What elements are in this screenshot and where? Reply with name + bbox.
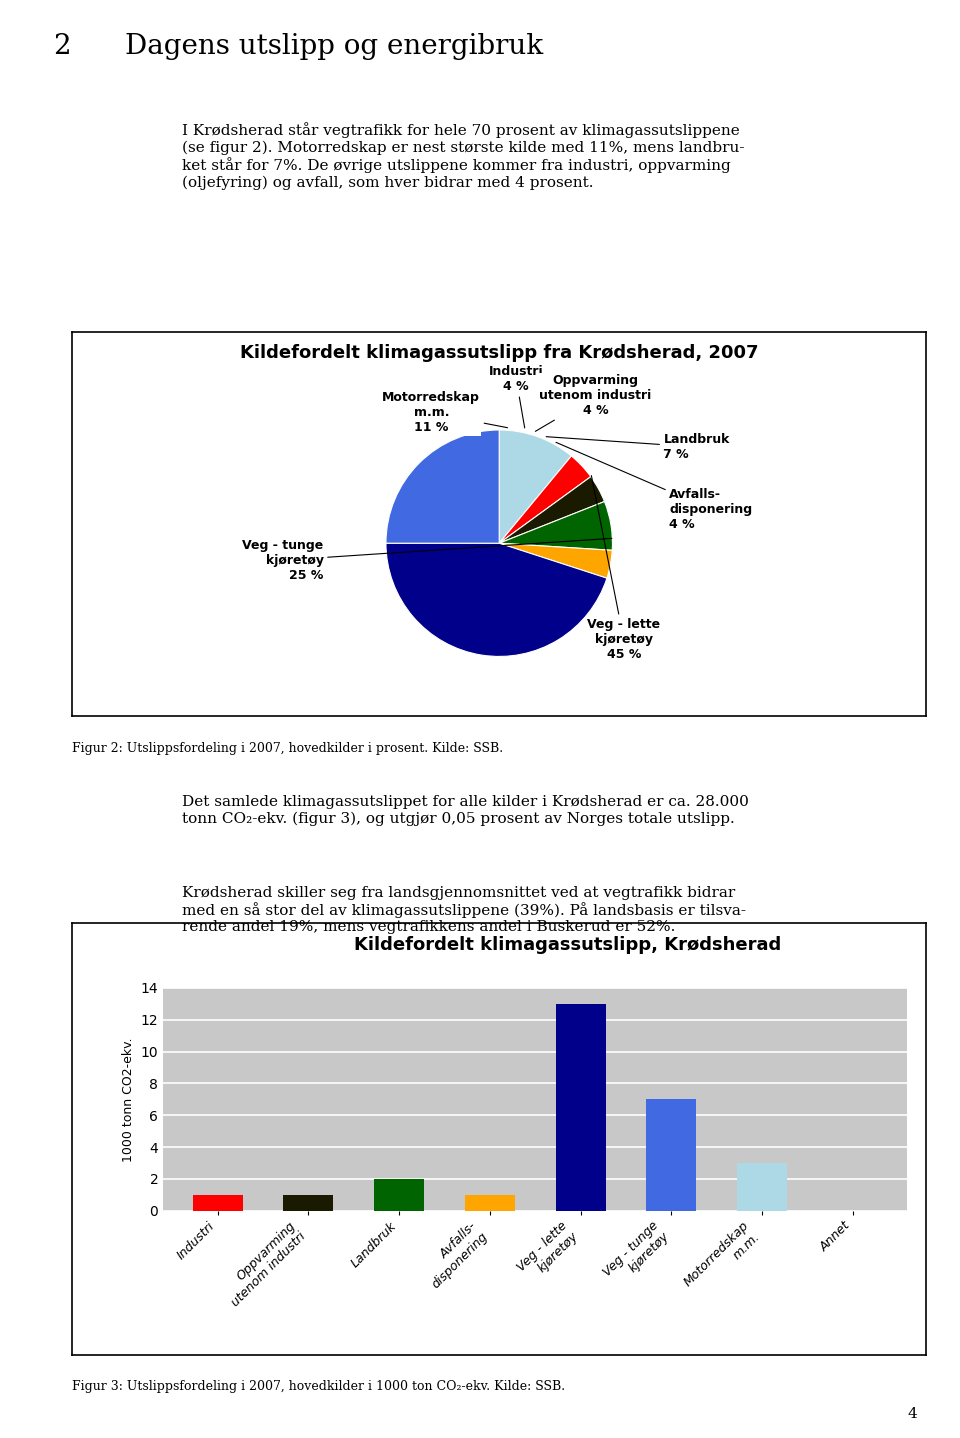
Bar [465,1195,515,1211]
Bar [374,1179,424,1211]
Text: Oppvarming
utenom industri
4 %: Oppvarming utenom industri 4 % [536,374,652,431]
Text: 2: 2 [53,33,70,60]
Wedge shape [499,502,612,551]
Bar [646,1099,696,1211]
Text: Kildefordelt klimagassutslipp fra Krødsherad, 2007: Kildefordelt klimagassutslipp fra Krødsh… [240,344,758,362]
Wedge shape [499,456,590,544]
Bar [283,1195,333,1211]
Text: Krødsherad skiller seg fra landsgjennomsnittet ved at vegtrafikk bidrar
med en s: Krødsherad skiller seg fra landsgjennoms… [182,886,747,935]
Y-axis label: 1000 tonn CO2-ekv.: 1000 tonn CO2-ekv. [122,1037,135,1162]
Text: Det samlede klimagassutslippet for alle kilder i Krødsherad er ca. 28.000
tonn C: Det samlede klimagassutslippet for alle … [182,795,749,825]
Wedge shape [386,544,607,656]
Text: Avfalls-
disponering
4 %: Avfalls- disponering 4 % [556,443,753,531]
Text: Industri
4 %: Industri 4 % [489,365,543,429]
Text: Figur 2: Utslippsfordeling i 2007, hovedkilder i prosent. Kilde: SSB.: Figur 2: Utslippsfordeling i 2007, hoved… [72,742,503,755]
Wedge shape [499,430,571,544]
Text: Veg - tunge
kjøretøy
25 %: Veg - tunge kjøretøy 25 % [243,538,612,582]
Wedge shape [499,476,605,544]
Wedge shape [499,544,612,578]
Text: Motorredskap
m.m.
11 %: Motorredskap m.m. 11 % [382,391,508,434]
Bar [737,1163,787,1211]
Text: Figur 3: Utslippsfordeling i 2007, hovedkilder i 1000 ton CO₂-ekv. Kilde: SSB.: Figur 3: Utslippsfordeling i 2007, hoved… [72,1380,565,1393]
Text: Veg - lette
kjøretøy
45 %: Veg - lette kjøretøy 45 % [588,476,660,661]
Text: Dagens utslipp og energibruk: Dagens utslipp og energibruk [125,33,543,60]
Text: 4: 4 [907,1406,917,1421]
Text: I Krødsherad står vegtrafikk for hele 70 prosent av klimagassutslippene
(se figu: I Krødsherad står vegtrafikk for hele 70… [182,122,745,190]
Wedge shape [386,430,499,544]
Bar [556,1004,606,1211]
Bar [193,1195,243,1211]
Text: Kildefordelt klimagassutslipp, Krødsherad: Kildefordelt klimagassutslipp, Krødshera… [354,936,781,955]
Text: Landbruk
7 %: Landbruk 7 % [546,433,730,462]
